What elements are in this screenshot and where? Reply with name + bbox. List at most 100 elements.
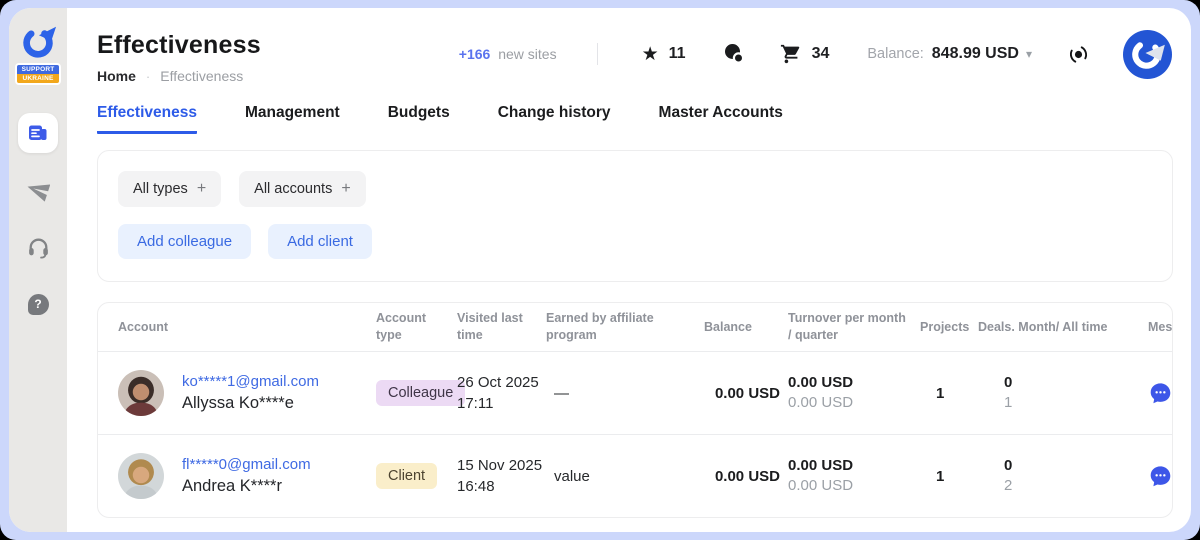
app-logo[interactable]: SUPPORT UKRAINE xyxy=(15,22,61,85)
tab-bar: Effectiveness Management Budgets Change … xyxy=(97,104,1191,134)
cart-counter[interactable]: 34 xyxy=(780,43,829,65)
add-colleague-button[interactable]: Add colleague xyxy=(118,224,252,259)
cart-icon xyxy=(780,44,799,64)
star-icon: ★ xyxy=(641,43,659,65)
page-header: Effectiveness Home · Effectiveness xyxy=(67,8,1191,84)
visited-cell: 26 Oct 2025 17:11 xyxy=(457,372,546,414)
account-type-cell: Colleague xyxy=(376,380,466,406)
column-messages: Mes xyxy=(1148,319,1173,334)
table-header-row: Account Account type Visited last time E… xyxy=(98,303,1172,352)
balance-cell: 0.00 USD xyxy=(714,467,780,485)
turnover-cell: 0.00 USD 0.00 USD xyxy=(780,456,920,496)
tab-change-history[interactable]: Change history xyxy=(497,104,611,121)
avatar xyxy=(118,370,164,416)
column-projects: Projects xyxy=(920,319,970,334)
help-icon: ? xyxy=(27,293,49,315)
account-cell: ko*****1@gmail.com Allyssa Ko****e xyxy=(118,370,376,416)
chevron-down-icon: ▾ xyxy=(1025,47,1032,61)
column-deals: Deals. Month/ All time xyxy=(978,319,1108,334)
chat-button[interactable] xyxy=(722,42,746,66)
projects-cell: 1 xyxy=(936,384,945,402)
topbar-divider xyxy=(596,43,598,65)
deals-alltime: 2 xyxy=(1004,477,1013,494)
sidebar-item-help[interactable]: ? xyxy=(18,284,58,324)
tab-master-accounts[interactable]: Master Accounts xyxy=(658,104,783,121)
visited-cell: 15 Nov 2025 16:48 xyxy=(457,455,546,497)
tab-management[interactable]: Management xyxy=(244,104,340,121)
favorites-counter[interactable]: ★ 11 xyxy=(642,45,686,64)
balance-amount: 848.99 USD xyxy=(931,45,1019,62)
projects-cell: 1 xyxy=(936,467,945,485)
balance-dropdown[interactable]: Balance: 848.99 USD ▾ xyxy=(867,45,1032,63)
sidebar-item-effectiveness[interactable] xyxy=(18,113,58,153)
deals-month: 0 xyxy=(1004,374,1013,391)
deals-cell: 0 1 xyxy=(978,373,1148,413)
headphones-icon xyxy=(28,238,48,259)
account-type-badge: Colleague xyxy=(376,380,466,406)
new-sites-label: new sites xyxy=(498,46,557,62)
turnover-month: 0.00 USD xyxy=(788,374,854,391)
breadcrumb-home-link[interactable]: Home xyxy=(97,68,136,84)
account-cell: fl*****0@gmail.com Andrea K****r xyxy=(118,453,376,499)
app-window: SUPPORT UKRAINE xyxy=(9,8,1191,532)
filter-all-types-label: All types xyxy=(133,181,188,197)
column-turnover: Turnover per month / quarter xyxy=(788,311,906,342)
account-type-badge: Client xyxy=(376,463,438,489)
add-client-button[interactable]: Add client xyxy=(268,224,372,259)
support-ukraine-badge[interactable]: SUPPORT UKRAINE xyxy=(15,63,61,85)
breadcrumb: Home · Effectiveness xyxy=(97,68,1191,84)
balance-label: Balance: xyxy=(867,46,924,62)
tab-budgets[interactable]: Budgets xyxy=(387,104,450,121)
user-broadcast-icon xyxy=(1069,45,1088,63)
message-bubble-icon xyxy=(1150,465,1171,486)
account-email-link[interactable]: fl*****0@gmail.com xyxy=(182,456,311,473)
table-row[interactable]: fl*****0@gmail.com Andrea K****r Client … xyxy=(98,434,1172,517)
support-badge-line1: SUPPORT xyxy=(17,65,59,74)
column-visited: Visited last time xyxy=(457,311,523,342)
visited-date: 26 Oct 2025 xyxy=(457,374,539,391)
deals-alltime: 1 xyxy=(1004,394,1013,411)
account-type-cell: Client xyxy=(376,463,457,489)
message-bubble-icon xyxy=(1150,382,1171,403)
table-row[interactable]: ko*****1@gmail.com Allyssa Ko****e Colle… xyxy=(98,352,1172,434)
turnover-cell: 0.00 USD 0.00 USD xyxy=(780,373,920,413)
filter-all-accounts[interactable]: All accounts + xyxy=(239,171,366,207)
plus-icon: + xyxy=(196,180,207,197)
tab-effectiveness[interactable]: Effectiveness xyxy=(97,104,197,134)
column-account: Account xyxy=(118,319,168,334)
new-sites-count: +166 xyxy=(458,46,491,62)
filter-chips: All types + All accounts + xyxy=(118,171,1152,207)
column-account-type: Account type xyxy=(376,311,426,342)
visited-time: 17:11 xyxy=(457,395,494,412)
earned-cell: — xyxy=(554,384,569,402)
messages-cell xyxy=(1148,381,1172,406)
account-name: Allyssa Ko****e xyxy=(182,394,294,412)
activity-button[interactable] xyxy=(1068,44,1089,65)
brand-logo-icon xyxy=(23,26,57,58)
message-button[interactable] xyxy=(1148,381,1172,406)
avatar xyxy=(118,453,164,499)
sidebar-nav: ? xyxy=(18,99,58,324)
plus-icon: + xyxy=(341,180,351,197)
message-button[interactable] xyxy=(1148,464,1172,489)
turnover-month: 0.00 USD xyxy=(788,457,854,474)
sidebar-item-messages[interactable] xyxy=(18,170,58,210)
messages-cell xyxy=(1148,464,1172,489)
user-avatar[interactable] xyxy=(1123,29,1172,79)
filter-all-types[interactable]: All types + xyxy=(118,171,222,207)
account-name: Andrea K****r xyxy=(182,477,282,495)
visited-time: 16:48 xyxy=(457,478,495,495)
chat-icon xyxy=(724,44,744,64)
favorites-count: 11 xyxy=(668,45,686,62)
sidebar: SUPPORT UKRAINE xyxy=(9,8,67,532)
deals-month: 0 xyxy=(1004,457,1013,474)
breadcrumb-separator: · xyxy=(145,68,151,84)
new-sites-link[interactable]: +166 new sites xyxy=(459,46,557,62)
account-text: fl*****0@gmail.com Andrea K****r xyxy=(182,456,311,496)
sidebar-item-support[interactable] xyxy=(18,227,58,267)
account-email-link[interactable]: ko*****1@gmail.com xyxy=(182,373,319,390)
news-feed-icon xyxy=(29,125,47,140)
filter-all-accounts-label: All accounts xyxy=(254,181,333,197)
main-content: Effectiveness Home · Effectiveness +166 … xyxy=(67,8,1191,532)
